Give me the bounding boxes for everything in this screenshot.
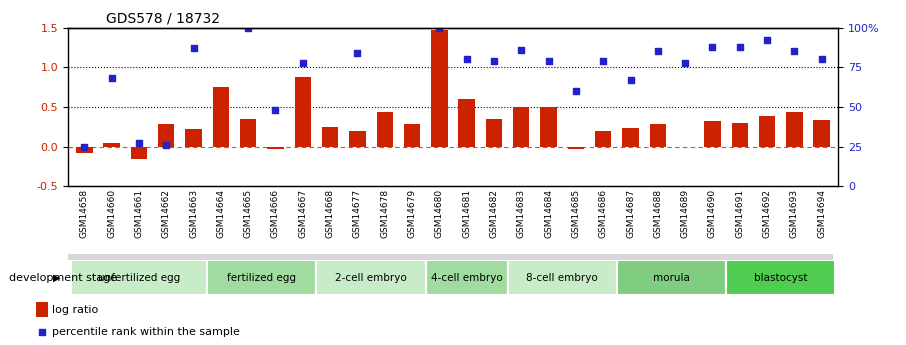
Bar — [36, 303, 48, 317]
Text: 4-cell embryo: 4-cell embryo — [430, 273, 503, 283]
Bar — [316, 260, 426, 295]
Point — [34, 330, 49, 335]
Bar — [622, 128, 639, 147]
Bar — [814, 120, 830, 147]
Bar — [71, 260, 207, 295]
Point — [651, 49, 665, 54]
Point — [104, 76, 119, 81]
Bar — [267, 147, 284, 149]
Bar — [377, 112, 393, 147]
Point — [351, 50, 365, 56]
Point — [77, 144, 92, 149]
Bar — [540, 107, 557, 147]
Point — [760, 38, 775, 43]
Bar — [186, 129, 202, 147]
Point — [159, 142, 174, 148]
Point — [187, 46, 201, 51]
Bar — [103, 144, 120, 147]
Point — [459, 57, 474, 62]
Point — [705, 44, 719, 49]
Bar — [458, 99, 475, 147]
Bar — [431, 30, 448, 147]
Bar — [426, 260, 507, 295]
Point — [295, 60, 310, 65]
Point — [732, 44, 747, 49]
Bar — [617, 260, 726, 295]
Bar — [76, 147, 92, 153]
Point — [378, 14, 392, 19]
Bar — [322, 127, 338, 147]
Point — [787, 49, 802, 54]
Point — [268, 107, 283, 113]
Bar — [595, 131, 612, 147]
Text: 2-cell embryo: 2-cell embryo — [335, 273, 407, 283]
Text: morula: morula — [653, 273, 689, 283]
Text: fertilized egg: fertilized egg — [227, 273, 296, 283]
Bar — [786, 112, 803, 147]
Point — [131, 141, 146, 146]
Bar — [240, 119, 256, 147]
Bar — [349, 131, 366, 147]
Text: ▶: ▶ — [53, 273, 61, 283]
Bar — [207, 260, 316, 295]
Bar — [507, 260, 617, 295]
Point — [569, 88, 583, 94]
Point — [814, 57, 829, 62]
Point — [623, 77, 638, 83]
Text: log ratio: log ratio — [52, 305, 99, 315]
Text: blastocyst: blastocyst — [754, 273, 807, 283]
Bar — [213, 87, 229, 147]
Bar — [568, 147, 584, 149]
Point — [323, 1, 337, 7]
Point — [678, 60, 692, 65]
Bar — [726, 260, 835, 295]
Bar — [759, 117, 776, 147]
Text: GDS578 / 18732: GDS578 / 18732 — [107, 11, 220, 25]
Point — [432, 25, 447, 30]
Text: unfertilized egg: unfertilized egg — [98, 273, 180, 283]
Point — [487, 58, 501, 64]
Text: development stage: development stage — [9, 273, 117, 283]
Bar — [513, 107, 529, 147]
Bar — [158, 125, 175, 147]
Bar — [404, 125, 420, 147]
Bar — [731, 123, 748, 147]
Bar — [294, 77, 311, 147]
Bar — [486, 119, 502, 147]
Bar — [130, 147, 147, 158]
Point — [514, 47, 528, 52]
Point — [541, 58, 555, 64]
Bar — [704, 121, 720, 147]
Text: 8-cell embryo: 8-cell embryo — [526, 273, 598, 283]
Text: percentile rank within the sample: percentile rank within the sample — [52, 327, 240, 337]
Point — [241, 25, 255, 30]
Point — [596, 58, 611, 64]
Bar — [650, 125, 666, 147]
